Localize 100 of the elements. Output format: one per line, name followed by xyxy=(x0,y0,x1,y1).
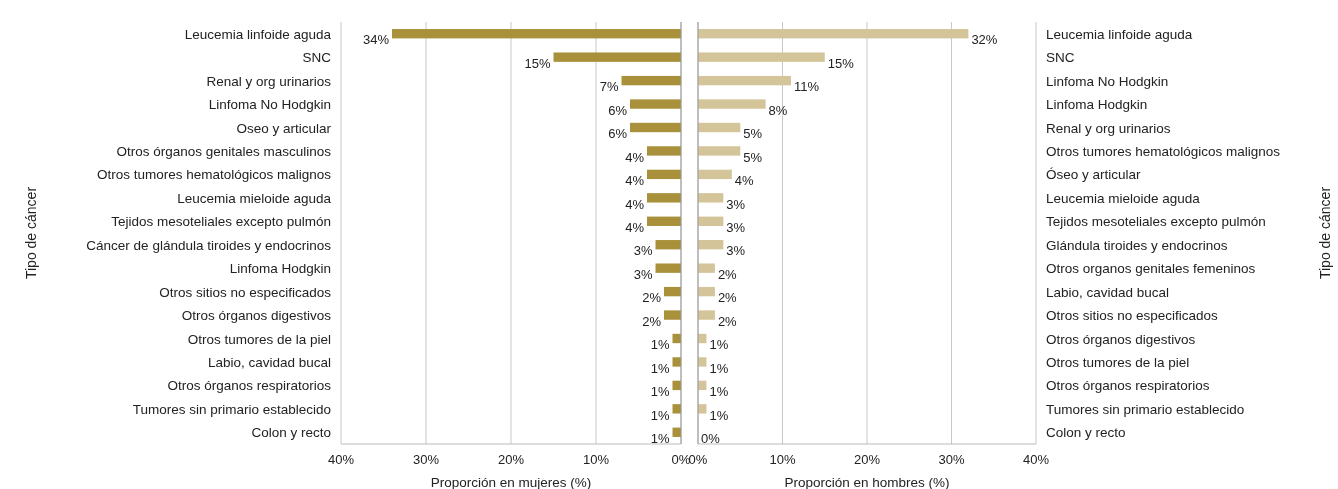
bar xyxy=(392,29,681,39)
y-tick-label: Colon y recto xyxy=(251,425,331,441)
bar xyxy=(630,122,681,133)
data-label: 4% xyxy=(625,196,645,212)
bar xyxy=(647,193,681,203)
y-tick-label: Otros sitios no especificados xyxy=(159,284,332,300)
x-tick-label: 20% xyxy=(497,452,525,467)
data-label: 11% xyxy=(793,79,820,95)
y-tick-label: Colon y recto xyxy=(1046,425,1126,441)
y-tick-label: Linfoma No Hodgkin xyxy=(1046,73,1169,89)
data-label: 1% xyxy=(650,360,670,376)
bar xyxy=(698,216,724,226)
x-tick-label: 0% xyxy=(688,452,708,467)
data-label: 2% xyxy=(717,290,738,306)
data-label: 3% xyxy=(726,219,746,235)
bar xyxy=(698,146,741,156)
data-label: 2% xyxy=(642,313,662,329)
y-tick-label: Linfoma Hodgkin xyxy=(1046,97,1148,113)
data-label: 1% xyxy=(650,407,670,423)
y-tick-label: Leucemia mieloide aguda xyxy=(177,190,332,206)
bar xyxy=(698,99,766,109)
y-tick-label: Tejidos mesoteliales excepto pulmón xyxy=(1046,214,1266,230)
data-label: 1% xyxy=(709,407,729,423)
y-tick-label: Linfoma Hodgkin xyxy=(229,261,331,277)
data-label: 5% xyxy=(743,149,763,165)
y-tick-label: Tumores sin primario establecido xyxy=(132,401,331,417)
y-tick-label: Otros órganos digestivos xyxy=(181,308,332,324)
bar xyxy=(655,263,681,273)
bar xyxy=(647,169,681,180)
y-tick-label: Oseo y articular xyxy=(236,120,332,136)
bar xyxy=(664,310,681,320)
data-label: 1% xyxy=(650,430,670,446)
y-tick-label: Linfoma No Hodgkin xyxy=(208,97,331,113)
data-label: 1% xyxy=(709,384,729,400)
bar xyxy=(630,99,681,109)
x-tick-label: 40% xyxy=(327,452,355,467)
data-label: 34% xyxy=(362,32,390,48)
bar xyxy=(647,216,681,226)
bar xyxy=(655,240,681,250)
bar xyxy=(698,169,732,180)
x-tick-label: 10% xyxy=(582,452,610,467)
bar xyxy=(698,75,791,86)
bar xyxy=(553,52,681,62)
data-label: 7% xyxy=(599,79,619,95)
y-tick-label: SNC xyxy=(1046,50,1075,66)
y-tick-label: Otros órganos respiratorios xyxy=(1046,378,1210,394)
data-label: 3% xyxy=(726,196,746,212)
data-label: 0% xyxy=(701,430,721,446)
y-axis-title: Tipo de cáncer xyxy=(1317,186,1333,280)
y-tick-label: Labio, cavidad bucal xyxy=(207,354,331,370)
y-tick-label: Otros tumores de la piel xyxy=(1046,354,1190,370)
x-axis-title: Proporción en mujeres (%) xyxy=(430,475,592,489)
y-tick-label: SNC xyxy=(302,50,332,66)
y-tick-label: Cáncer de glándula tiroides y endocrinos xyxy=(86,237,332,253)
x-tick-label: 10% xyxy=(769,452,796,467)
y-tick-label: Tumores sin primario establecido xyxy=(1046,401,1245,417)
bar xyxy=(698,29,969,39)
data-label: 3% xyxy=(633,243,653,259)
y-tick-label: Glándula tiroides y endocrinos xyxy=(1046,237,1228,253)
bar xyxy=(698,310,715,320)
x-tick-label: 0% xyxy=(671,452,691,467)
y-tick-label: Óseo y articular xyxy=(1046,167,1142,183)
y-tick-label: Otros órganos respiratorios xyxy=(167,378,332,394)
bar xyxy=(698,52,825,62)
data-label: 3% xyxy=(633,266,653,282)
data-label: 15% xyxy=(524,55,551,71)
bar xyxy=(698,193,724,203)
data-label: 4% xyxy=(625,149,645,165)
data-label: 1% xyxy=(650,337,670,353)
data-label: 2% xyxy=(642,290,662,306)
y-tick-label: Renal y org urinarios xyxy=(206,73,332,89)
bar xyxy=(621,75,681,86)
bar xyxy=(664,286,681,297)
bar xyxy=(698,240,724,250)
y-tick-label: Leucemia linfoide aguda xyxy=(184,26,332,42)
y-tick-label: Leucemia mieloide aguda xyxy=(1046,190,1201,206)
data-label: 32% xyxy=(971,32,998,48)
data-label: 3% xyxy=(726,243,746,259)
x-axis-title: Proporción en hombres (%) xyxy=(784,475,950,489)
data-label: 1% xyxy=(709,360,729,376)
y-tick-label: Otros tumores de la piel xyxy=(187,331,331,347)
x-tick-label: 20% xyxy=(853,452,881,467)
data-label: 5% xyxy=(743,126,763,142)
x-tick-label: 40% xyxy=(1022,452,1050,467)
y-tick-label: Otros organos genitales femeninos xyxy=(1046,261,1256,277)
data-label: 4% xyxy=(625,219,645,235)
data-label: 2% xyxy=(717,313,738,329)
data-label: 8% xyxy=(768,102,788,118)
y-tick-label: Labio, cavidad bucal xyxy=(1046,284,1170,300)
x-tick-label: 30% xyxy=(938,452,965,467)
y-tick-label: Tejidos mesoteliales excepto pulmón xyxy=(111,214,331,230)
bar xyxy=(698,286,715,297)
y-tick-label: Otros sitios no especificados xyxy=(1046,308,1219,324)
data-label: 6% xyxy=(608,126,628,142)
data-label: 4% xyxy=(734,173,755,189)
y-tick-label: Otros tumores hematológicos malignos xyxy=(1046,143,1281,159)
data-label: 15% xyxy=(827,55,855,71)
y-tick-label: Otros órganos genitales masculinos xyxy=(116,143,332,159)
y-tick-label: Leucemia linfoide aguda xyxy=(1046,26,1193,42)
y-tick-label: Otros tumores hematológicos malignos xyxy=(96,167,332,183)
